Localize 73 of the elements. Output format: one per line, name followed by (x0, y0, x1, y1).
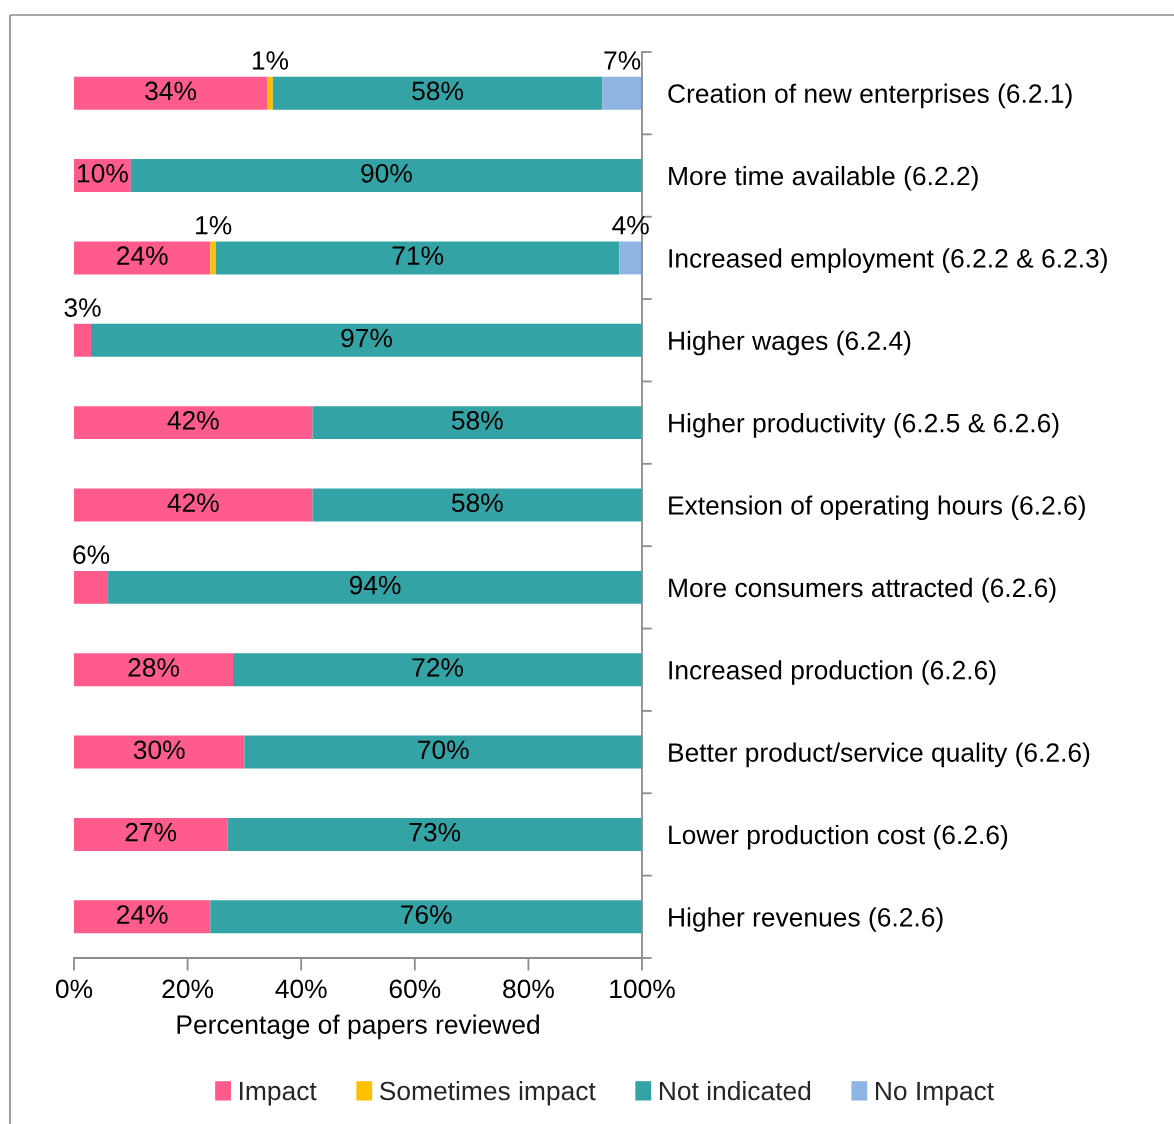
y-tick-label: Higher revenues (6.2.6) (669, 907, 943, 932)
bar (74, 653, 234, 687)
data-label: 7% (604, 51, 641, 70)
data-label: 1% (252, 51, 289, 70)
bar (312, 406, 642, 440)
x-tick-label: 40% (275, 979, 327, 999)
data-label: 73% (409, 822, 461, 842)
bar (74, 488, 313, 522)
x-tick-label: 80% (503, 979, 554, 999)
bar (619, 241, 642, 275)
data-label: 34% (145, 81, 197, 101)
data-label: 24% (117, 246, 168, 265)
y-tick-label: Extension of operating hours (6.2.6) (669, 495, 1085, 521)
data-label: 42% (167, 493, 219, 512)
bar (74, 406, 313, 440)
bar (312, 488, 642, 522)
bar (216, 241, 620, 275)
x-tick-label: 20% (162, 979, 214, 999)
bar (130, 159, 642, 193)
x-tick-label: 0% (55, 979, 93, 999)
x-axis-title: Percentage of papers reviewed (177, 1014, 539, 1040)
bar (108, 570, 642, 604)
data-label: 70% (418, 740, 469, 760)
data-label: 24% (117, 905, 168, 924)
data-label: 71% (392, 246, 444, 265)
data-label: 76% (401, 905, 452, 924)
data-label: 42% (167, 411, 219, 430)
data-label: 28% (128, 658, 179, 677)
y-tick-label: Better product/service quality (6.2.6) (669, 742, 1090, 768)
y-tick-label: Higher productivity (6.2.5 & 6.2.6) (669, 413, 1059, 438)
data-label: 3% (64, 298, 101, 317)
legend-label: No Impact (876, 1081, 994, 1106)
data-label: 4% (612, 216, 649, 235)
y-tick-label: Higher wages (6.2.4) (669, 330, 911, 356)
y-tick-label: Increased employment (6.2.2 & 6.2.3) (669, 248, 1107, 273)
bar (272, 76, 603, 110)
bar (210, 900, 642, 934)
bar (74, 323, 92, 357)
data-label: 72% (412, 658, 463, 677)
bar (227, 817, 642, 851)
data-label: 27% (125, 822, 177, 842)
bar (74, 241, 211, 275)
bar (210, 241, 216, 275)
y-tick-label: More time available (6.2.2) (669, 165, 978, 191)
y-tick-label: Lower production cost (6.2.6) (669, 824, 1008, 850)
data-label: 58% (412, 81, 463, 101)
bar (91, 323, 642, 357)
bar (74, 735, 245, 769)
data-label: 58% (451, 411, 503, 430)
y-tick-label: Increased production (6.2.6) (669, 660, 996, 685)
data-label: 94% (349, 575, 401, 595)
legend-label: Not indicated (659, 1080, 811, 1101)
y-tick-label: More consumers attracted (6.2.6) (669, 577, 1056, 603)
bar (244, 735, 642, 769)
bar (74, 76, 268, 110)
bar (74, 570, 109, 604)
data-label: 1% (196, 216, 232, 235)
x-tick-label: 100% (610, 979, 675, 999)
data-label: 90% (361, 163, 412, 183)
legend-label: Sometimes impact (379, 1080, 596, 1106)
bar (267, 76, 273, 110)
bar (74, 817, 228, 851)
bar (74, 900, 211, 934)
data-label: 30% (133, 740, 185, 760)
x-tick-label: 60% (389, 979, 441, 999)
data-label: 6% (73, 545, 110, 565)
legend-label: Impact (240, 1081, 317, 1106)
data-label: 97% (341, 328, 392, 348)
y-tick-label: Creation of new enterprises (6.2.1) (668, 83, 1072, 109)
data-label: 58% (451, 493, 503, 513)
bar (602, 76, 642, 110)
bar (233, 653, 642, 687)
data-label: 10% (78, 163, 128, 183)
